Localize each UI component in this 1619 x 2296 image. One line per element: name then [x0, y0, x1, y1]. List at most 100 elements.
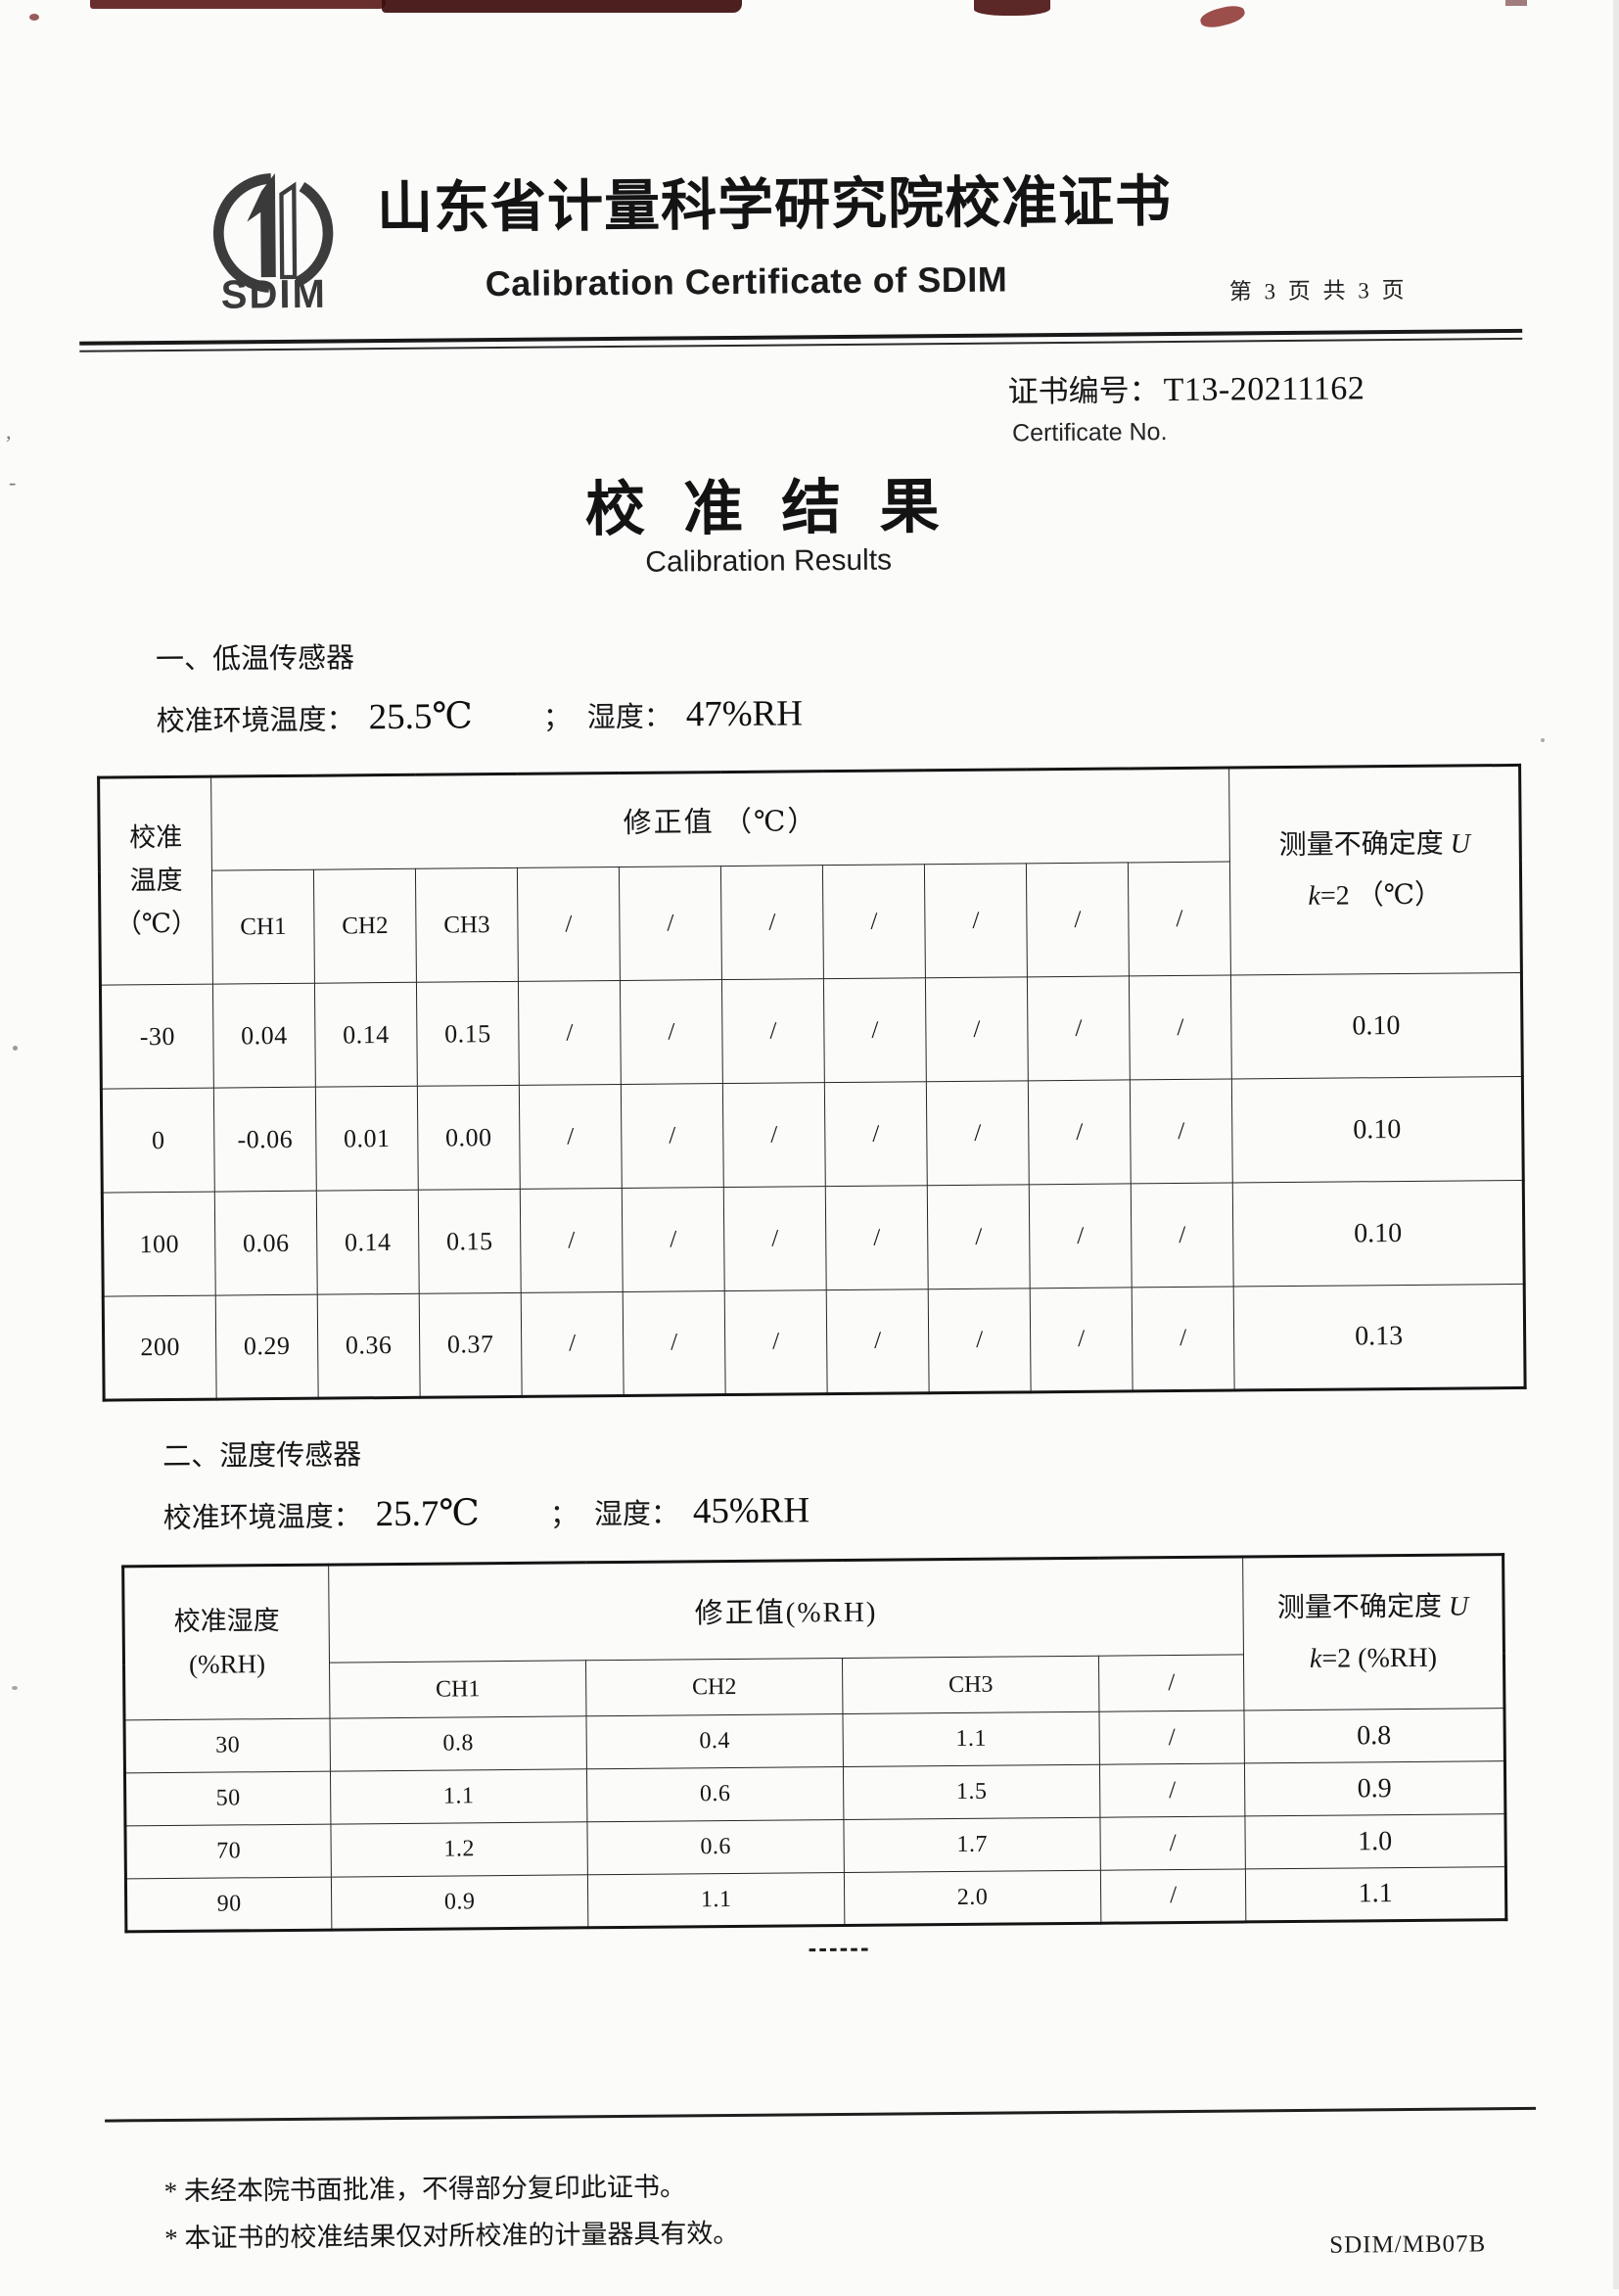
env-temp-label: 校准环境温度： [162, 1501, 362, 1535]
channel-header-cell: / [720, 865, 824, 980]
humidity-sensor-table: 校准湿度 (%RH) 修正值(%RH) 测量不确定度 U k=2 (%RH) C… [121, 1553, 1508, 1934]
scan-speck [12, 1686, 18, 1690]
certificate-title-cn: 山东省计量科学研究院校准证书 [376, 171, 1173, 241]
channel-header-cell: / [1026, 862, 1130, 977]
channel-header-cell: CH1 [329, 1660, 586, 1719]
sdim-logo-icon [212, 172, 334, 293]
correction-cell: 0.6 [586, 1819, 845, 1875]
scan-artifact-top-mid [382, 0, 742, 13]
coverage-factor-symbol: k [1309, 1643, 1322, 1674]
header-rule-thick [79, 328, 1523, 346]
correction-cell: 0.36 [317, 1293, 421, 1399]
uncertainty-header-cell: 测量不确定度 U k=2 (%RH) [1242, 1554, 1504, 1710]
cal-humidity-header-line1: 校准湿度 [173, 1605, 280, 1636]
correction-cell: / [1098, 1710, 1245, 1765]
correction-cell: 0.6 [586, 1766, 844, 1822]
certificate-title-en: Calibration Certificate of SDIM [485, 258, 1008, 305]
uncertainty-header-text: 测量不确定度 [1276, 1591, 1443, 1623]
correction-cell: / [721, 978, 825, 1084]
scan-speck: , [6, 419, 12, 444]
uncertainty-symbol: U [1450, 828, 1471, 860]
env-separator: ； [549, 1499, 579, 1531]
channel-header-cell: / [1098, 1654, 1244, 1712]
channel-header-cell: CH3 [415, 867, 519, 983]
scan-edge-shade [1613, 0, 1619, 2289]
logo-text: SDIM [220, 272, 328, 317]
correction-cell: / [1030, 1287, 1133, 1392]
form-code: SDIM/MB07B [1329, 2230, 1487, 2259]
results-title-en: Calibration Results [645, 543, 893, 579]
correction-cell: / [1131, 1183, 1234, 1288]
correction-cell: / [623, 1290, 726, 1396]
correction-cell: / [519, 1084, 623, 1190]
cal-temp-header-line1: 校准 [129, 822, 183, 853]
correction-cell: 0.15 [418, 1189, 522, 1294]
correction-cell: 2.0 [844, 1870, 1101, 1926]
table-row: 0 -0.06 0.01 0.00 / / / / / / / 0.10 [101, 1076, 1524, 1194]
correction-cell: 1.2 [330, 1821, 588, 1878]
channel-header-cell: CH2 [585, 1658, 843, 1716]
correction-cell: 0.37 [419, 1292, 523, 1398]
cal-humidity-header-line2: (%RH) [188, 1648, 266, 1679]
channel-header-cell: / [517, 867, 621, 982]
channel-header-cell: CH3 [842, 1656, 1099, 1714]
table-row: -30 0.04 0.14 0.15 / / / / / / / 0.10 [100, 972, 1523, 1090]
env-humidity-label: 湿度： [586, 701, 672, 734]
env-humidity-value: 47%RH [685, 693, 804, 735]
correction-cell: / [925, 976, 1029, 1082]
uncertainty-cell: 1.1 [1245, 1866, 1506, 1922]
page-number-info: 第 3 页 共 3 页 [1228, 277, 1405, 305]
correction-cell: 0.04 [212, 983, 316, 1089]
coverage-factor-suffix: =2 （℃） [1319, 879, 1443, 912]
correction-cell: / [928, 1288, 1032, 1393]
cal-humidity-header-cell: 校准湿度 (%RH) [122, 1565, 331, 1720]
low-temp-sensor-table: 校准 温度 （℃） 修正值 （℃） 测量不确定度 U k=2 （℃） CH1 C… [97, 763, 1527, 1402]
correction-span-header: 修正值(%RH) [328, 1556, 1244, 1663]
correction-cell: 0.9 [331, 1874, 588, 1931]
channel-header-cell: / [1128, 862, 1231, 976]
correction-cell: 0.29 [215, 1294, 319, 1400]
correction-cell: 0.14 [316, 1190, 420, 1295]
correction-cell: / [1099, 1762, 1245, 1818]
uncertainty-header-line2: k=2 (%RH) [1244, 1632, 1503, 1685]
correction-cell: / [1099, 1815, 1246, 1871]
cal-temp-header-line3: （℃） [115, 908, 199, 939]
uncertainty-cell: 0.10 [1230, 972, 1523, 1080]
correction-cell: / [620, 979, 723, 1085]
cal-point-cell: 200 [103, 1295, 217, 1401]
cal-point-cell: -30 [100, 984, 214, 1090]
correction-span-header: 修正值 （℃） [210, 768, 1230, 871]
correction-cell: / [823, 977, 927, 1083]
section2-environment: 校准环境温度： 25.7℃ ； 湿度： 45%RH [162, 1488, 810, 1537]
certificate-number-row: 证书编号： T13-20211162 [1007, 363, 1365, 410]
scan-artifact-top-left [90, 0, 386, 9]
correction-cell: / [724, 1289, 828, 1395]
correction-cell: / [1132, 1287, 1235, 1391]
correction-cell: / [927, 1184, 1031, 1289]
scan-speck: - [9, 470, 17, 494]
uncertainty-cell: 1.0 [1244, 1813, 1506, 1869]
correction-cell: / [824, 1081, 928, 1187]
env-temp-label: 校准环境温度： [156, 704, 355, 738]
correction-cell: 0.06 [214, 1191, 318, 1296]
footnote-line: * 本证书的校准结果仅对所校准的计量器具有效。 [163, 2219, 740, 2254]
scan-artifact-top-far-right [1505, 0, 1527, 6]
uncertainty-header-line2: k=2 （℃） [1230, 869, 1519, 922]
uncertainty-cell: 0.13 [1233, 1284, 1526, 1391]
sdim-logo: SDIM [200, 159, 347, 317]
section1-heading: 一、低温传感器 [155, 642, 355, 677]
cal-point-cell: 70 [124, 1824, 332, 1879]
cal-temp-header-line2: 温度 [129, 865, 183, 896]
uncertainty-cell: 0.8 [1243, 1708, 1505, 1763]
correction-cell: 0.01 [315, 1086, 419, 1192]
results-title-cn: 校 准 结 果 [584, 475, 951, 544]
channel-header-cell: / [924, 863, 1028, 978]
correction-cell: -0.06 [213, 1087, 317, 1193]
correction-cell: / [621, 1083, 724, 1189]
correction-cell: 0.8 [330, 1715, 587, 1772]
env-humidity-value: 45%RH [692, 1490, 810, 1532]
table-row: 90 0.9 1.1 2.0 / 1.1 [125, 1866, 1506, 1932]
correction-cell: / [518, 980, 622, 1086]
uncertainty-header-text: 测量不确定度 [1278, 828, 1444, 862]
